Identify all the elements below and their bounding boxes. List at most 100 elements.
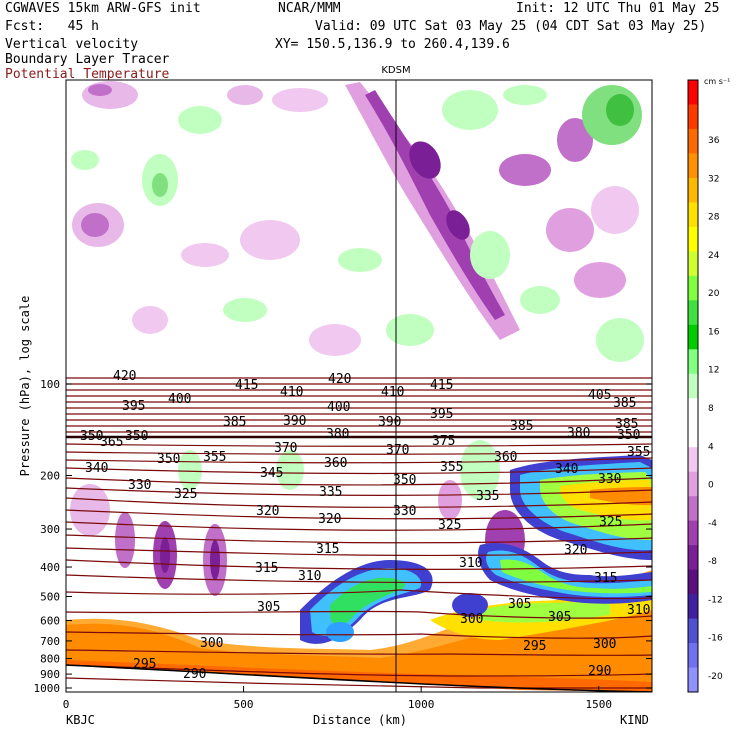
theta-label: 385 [510,419,533,434]
colorbar-swatch [688,471,698,497]
theta-label: 350 [125,429,148,444]
y-tick-label: 500 [40,590,60,603]
x-axis-label: Distance (km) [313,713,407,727]
theta-label: 320 [318,512,341,527]
theta-label: 330 [128,478,151,493]
theta-label: 340 [555,462,578,477]
y-tick-label: 300 [40,523,60,536]
theta-label: 295 [133,657,156,672]
field-boundary-layer-tracer: Boundary Layer Tracer [5,52,170,67]
theta-label: 340 [85,461,108,476]
theta-label: 350 [157,452,180,467]
theta-label: 405 [588,388,611,403]
theta-label: 420 [113,369,136,384]
model-title: CGWAVES 15km ARW-GFS init [5,1,201,16]
colorbar-swatch [688,373,698,399]
theta-label: 385 [615,417,638,432]
theta-label: 300 [200,636,223,651]
valid-time: Valid: 09 UTC Sat 03 May 25 (04 CDT Sat … [315,19,707,34]
theta-label: 380 [567,426,590,441]
theta-label: 395 [430,407,453,422]
colorbar-level-label: -8 [708,557,717,567]
theta-label: 400 [168,392,191,407]
theta-label: 355 [440,460,463,475]
colorbar-swatch [688,594,698,620]
colorbar-level-label: 20 [708,289,720,299]
y-tick-label: 200 [40,470,60,483]
colorbar-level-label: -4 [708,519,717,529]
y-tick-label: 800 [40,653,60,666]
theta-label: 390 [283,414,306,429]
colorbar-swatch [688,177,698,203]
vertical-velocity-upper [71,81,644,362]
left-station-label: KBJC [66,713,95,727]
colorbar-swatch [688,447,698,473]
boundary-layer-region [66,455,652,692]
terrain-line [66,664,652,692]
theta-label: 410 [280,385,303,400]
y-tick-label: 100 [40,378,60,391]
theta-label: 300 [593,637,616,652]
theta-label: 350 [80,429,103,444]
y-tick-label: 900 [40,668,60,681]
theta-label: 310 [298,569,321,584]
theta-label: 395 [122,399,145,414]
org-label: NCAR/MMM [278,1,341,16]
colorbar-swatch [688,569,698,595]
theta-label: 415 [430,378,453,393]
colorbar-swatch [688,300,698,326]
colorbar-frame [687,79,699,693]
colorbar: 36 32 28 24 20 16 12 8 4 0 -4 -8 -12 -16 -20 [687,79,723,693]
theta-label: 290 [183,667,206,682]
colorbar-level-label: -20 [708,672,723,682]
theta-label: 355 [627,445,650,460]
theta-label: 290 [588,664,611,679]
theta-label: 360 [494,450,517,465]
colorbar-swatch [688,496,698,522]
theta-label: 330 [598,472,621,487]
theta-label: 365 [100,435,123,450]
theta-label: 310 [627,603,650,618]
plot-frame [65,79,653,693]
colorbar-swatch [688,80,698,105]
colorbar-level-label: 32 [708,174,719,184]
theta-label: 350 [393,473,416,488]
theta-label: 420 [328,372,351,387]
theta-label: 305 [508,597,531,612]
theta-label: 305 [548,610,571,625]
colorbar-unit: cm s⁻¹ [704,77,730,86]
theta-label: 355 [203,450,226,465]
colorbar-level-label: 36 [708,136,720,146]
colorbar-swatch [688,202,698,228]
theta-label: 295 [523,639,546,654]
colorbar-swatch [688,324,698,350]
xy-range: XY= 150.5,136.9 to 260.4,139.6 [275,37,510,52]
colorbar-swatch [688,520,698,546]
y-tick-label: 700 [40,635,60,648]
theta-label: 380 [326,427,349,442]
colorbar-level-label: 12 [708,366,719,376]
x-tick-label: 500 [234,698,254,711]
theta-label: 335 [476,489,499,504]
theta-label: 415 [235,378,258,393]
x-tick-label: 1500 [585,698,612,711]
theta-label: 330 [393,504,416,519]
theta-label: 315 [316,542,339,557]
colorbar-swatch [688,226,698,252]
colorbar-level-label: 28 [708,213,720,223]
colorbar-level-label: 8 [708,404,714,414]
theta-label: 385 [223,415,246,430]
theta-label: 300 [460,612,483,627]
field-vertical-velocity: Vertical velocity [5,37,139,52]
theta-label: 310 [459,556,482,571]
y-axis-label: Pressure (hPa), log scale [18,296,32,477]
theta-label: 350 [617,428,640,443]
theta-label: 320 [564,543,587,558]
x-tick-label: 1000 [408,698,435,711]
colorbar-swatch [688,643,698,669]
kdsm-station-label: KDSM [381,65,410,76]
